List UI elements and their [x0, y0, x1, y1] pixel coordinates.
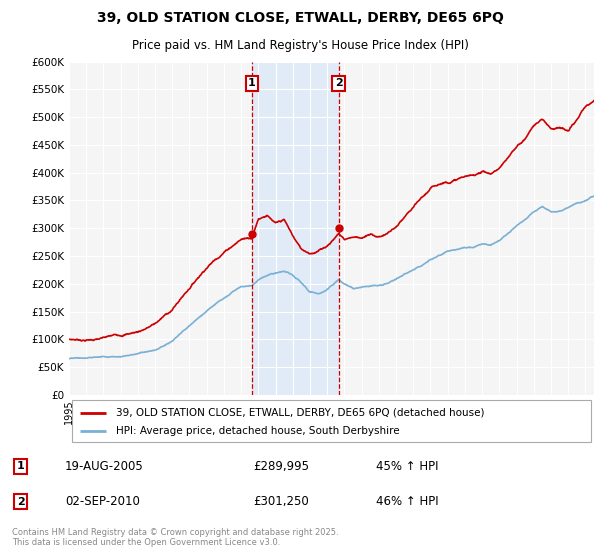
Text: 1: 1: [17, 461, 25, 471]
Text: 45% ↑ HPI: 45% ↑ HPI: [376, 460, 439, 473]
FancyBboxPatch shape: [71, 400, 592, 442]
Text: 2: 2: [17, 497, 25, 507]
Text: HPI: Average price, detached house, South Derbyshire: HPI: Average price, detached house, Sout…: [116, 426, 400, 436]
Text: £301,250: £301,250: [253, 496, 309, 508]
Text: £289,995: £289,995: [253, 460, 309, 473]
Text: Price paid vs. HM Land Registry's House Price Index (HPI): Price paid vs. HM Land Registry's House …: [131, 39, 469, 52]
Text: 39, OLD STATION CLOSE, ETWALL, DERBY, DE65 6PQ (detached house): 39, OLD STATION CLOSE, ETWALL, DERBY, DE…: [116, 408, 485, 418]
Text: 46% ↑ HPI: 46% ↑ HPI: [376, 496, 439, 508]
Text: 02-SEP-2010: 02-SEP-2010: [65, 496, 140, 508]
Text: 19-AUG-2005: 19-AUG-2005: [65, 460, 143, 473]
Text: 39, OLD STATION CLOSE, ETWALL, DERBY, DE65 6PQ: 39, OLD STATION CLOSE, ETWALL, DERBY, DE…: [97, 11, 503, 25]
Text: 1: 1: [248, 78, 256, 88]
Text: Contains HM Land Registry data © Crown copyright and database right 2025.
This d: Contains HM Land Registry data © Crown c…: [12, 528, 338, 548]
Text: 2: 2: [335, 78, 343, 88]
Bar: [252, 62, 339, 395]
